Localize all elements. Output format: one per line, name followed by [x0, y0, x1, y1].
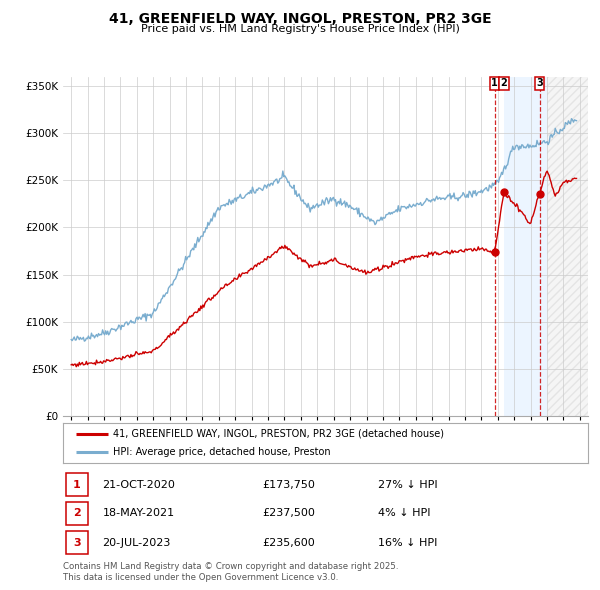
- Text: 1: 1: [73, 480, 80, 490]
- Text: 41, GREENFIELD WAY, INGOL, PRESTON, PR2 3GE: 41, GREENFIELD WAY, INGOL, PRESTON, PR2 …: [109, 12, 491, 26]
- Text: £235,600: £235,600: [263, 537, 315, 548]
- Text: 20-JUL-2023: 20-JUL-2023: [103, 537, 171, 548]
- Text: HPI: Average price, detached house, Preston: HPI: Average price, detached house, Pres…: [113, 447, 331, 457]
- Text: 41, GREENFIELD WAY, INGOL, PRESTON, PR2 3GE (detached house): 41, GREENFIELD WAY, INGOL, PRESTON, PR2 …: [113, 429, 444, 439]
- Text: 21-OCT-2020: 21-OCT-2020: [103, 480, 175, 490]
- Text: 4% ↓ HPI: 4% ↓ HPI: [378, 509, 431, 518]
- Text: Price paid vs. HM Land Registry's House Price Index (HPI): Price paid vs. HM Land Registry's House …: [140, 24, 460, 34]
- Text: 2: 2: [500, 78, 508, 88]
- Bar: [547, 77, 588, 416]
- Text: £173,750: £173,750: [263, 480, 316, 490]
- Text: 2: 2: [73, 509, 80, 518]
- FancyBboxPatch shape: [65, 502, 88, 525]
- Text: Contains HM Land Registry data © Crown copyright and database right 2025.
This d: Contains HM Land Registry data © Crown c…: [63, 562, 398, 582]
- Text: £237,500: £237,500: [263, 509, 316, 518]
- Text: 27% ↓ HPI: 27% ↓ HPI: [378, 480, 437, 490]
- FancyBboxPatch shape: [65, 473, 88, 497]
- Text: 18-MAY-2021: 18-MAY-2021: [103, 509, 175, 518]
- Text: 16% ↓ HPI: 16% ↓ HPI: [378, 537, 437, 548]
- Text: 1: 1: [491, 78, 498, 88]
- Text: 3: 3: [536, 78, 543, 88]
- Text: 3: 3: [73, 537, 80, 548]
- FancyBboxPatch shape: [65, 531, 88, 554]
- Bar: [504, 77, 547, 416]
